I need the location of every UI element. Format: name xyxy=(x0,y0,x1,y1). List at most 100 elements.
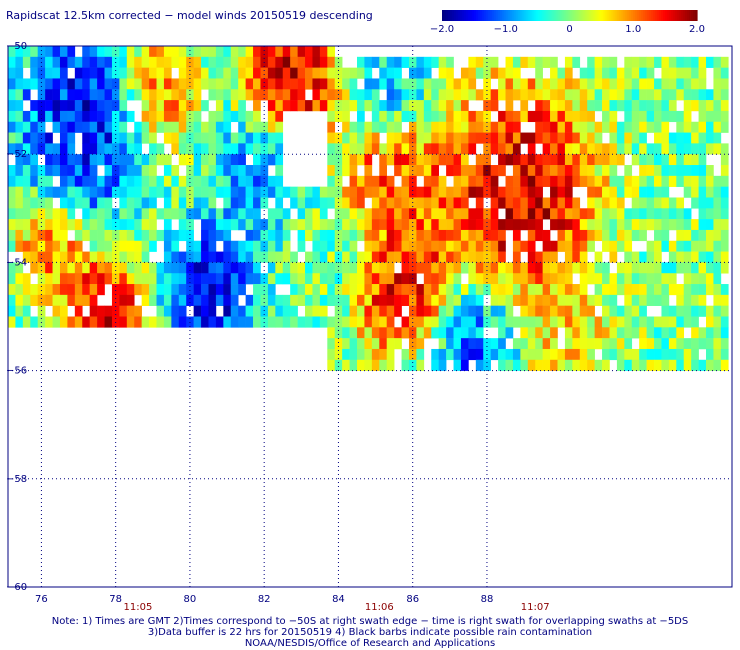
heatmap-cell xyxy=(111,143,120,155)
heatmap-cell xyxy=(624,251,633,263)
heatmap-cell xyxy=(691,175,699,187)
heatmap-cell xyxy=(483,78,491,90)
heatmap-cell xyxy=(631,186,640,198)
heatmap-cell xyxy=(52,251,61,263)
heatmap-cell xyxy=(460,338,469,350)
heatmap-cell xyxy=(371,359,380,371)
heatmap-cell xyxy=(535,338,543,350)
colorbar-segment xyxy=(589,10,593,21)
heatmap-cell xyxy=(646,348,655,361)
heatmap-cell xyxy=(223,46,232,58)
heatmap-cell xyxy=(349,175,358,187)
heatmap-cell xyxy=(654,273,662,285)
heatmap-cell xyxy=(193,110,202,123)
heatmap-cell xyxy=(45,110,53,123)
heatmap-cell xyxy=(134,121,142,133)
heatmap-cell xyxy=(475,175,484,187)
heatmap-cell xyxy=(230,305,239,317)
heatmap-cell xyxy=(512,89,521,101)
heatmap-cell xyxy=(89,89,98,101)
heatmap-cell xyxy=(245,305,254,317)
heatmap-cell xyxy=(193,251,202,263)
heatmap-cell xyxy=(104,165,113,177)
heatmap-cell xyxy=(297,186,306,198)
heatmap-cell xyxy=(639,110,647,123)
heatmap-cell xyxy=(431,284,439,296)
heatmap-cell xyxy=(557,197,566,209)
heatmap-cell xyxy=(186,208,194,220)
heatmap-cell xyxy=(334,251,343,263)
heatmap-cell xyxy=(163,56,172,68)
heatmap-cell xyxy=(163,219,172,231)
heatmap-cell xyxy=(550,89,558,101)
heatmap-cell xyxy=(178,89,187,101)
heatmap-cell xyxy=(453,219,462,231)
heatmap-cell xyxy=(215,154,224,166)
heatmap-cell xyxy=(564,359,573,371)
heatmap-cell xyxy=(564,348,573,361)
heatmap-cell xyxy=(238,175,246,187)
heatmap-cell xyxy=(312,294,321,306)
heatmap-cell xyxy=(691,229,699,242)
heatmap-cell xyxy=(624,67,633,79)
heatmap-cell xyxy=(357,251,365,263)
heatmap-cell xyxy=(706,132,714,144)
heatmap-cell xyxy=(97,67,105,79)
heatmap-cell xyxy=(149,294,157,306)
heatmap-cell xyxy=(579,262,588,274)
heatmap-cell xyxy=(646,251,655,263)
heatmap-cell xyxy=(683,348,692,361)
heatmap-cell xyxy=(520,175,529,187)
heatmap-cell xyxy=(178,56,187,68)
heatmap-cell xyxy=(431,348,439,361)
heatmap-cell xyxy=(631,100,640,112)
heatmap-cell xyxy=(59,219,68,231)
heatmap-cell xyxy=(720,316,729,328)
heatmap-cell xyxy=(564,56,573,68)
heatmap-cell xyxy=(616,67,625,79)
heatmap-cell xyxy=(550,175,558,187)
heatmap-cell xyxy=(394,121,402,133)
heatmap-cell xyxy=(134,186,142,198)
heatmap-cell xyxy=(305,262,313,274)
heatmap-cell xyxy=(305,186,313,198)
heatmap-cell xyxy=(45,100,53,112)
heatmap-cell xyxy=(119,165,128,177)
heatmap-cell xyxy=(460,143,469,155)
heatmap-cell xyxy=(616,262,625,274)
heatmap-cell xyxy=(654,100,662,112)
heatmap-cell xyxy=(609,121,618,133)
heatmap-cell xyxy=(475,186,484,198)
heatmap-cell xyxy=(89,132,98,144)
heatmap-cell xyxy=(527,143,536,155)
heatmap-cell xyxy=(163,208,172,220)
heatmap-cell xyxy=(587,132,595,144)
heatmap-cell xyxy=(401,186,410,198)
heatmap-cell xyxy=(215,78,224,90)
heatmap-cell xyxy=(59,78,68,90)
heatmap-cell xyxy=(527,132,536,144)
heatmap-cell xyxy=(720,110,729,123)
heatmap-cell xyxy=(15,67,24,79)
heatmap-cell xyxy=(609,229,618,242)
heatmap-cell xyxy=(193,240,202,252)
heatmap-cell xyxy=(505,121,514,133)
heatmap-cell xyxy=(15,219,24,231)
colorbar-segment xyxy=(449,10,453,21)
heatmap-cell xyxy=(230,67,239,79)
heatmap-cell xyxy=(639,338,647,350)
heatmap-cell xyxy=(416,89,425,101)
heatmap-cell xyxy=(713,121,722,133)
heatmap-cell xyxy=(253,262,261,274)
colorbar-segment xyxy=(443,10,447,21)
heatmap-cell xyxy=(423,219,432,231)
heatmap-cell xyxy=(327,143,336,155)
heatmap-cell xyxy=(349,186,358,198)
heatmap-cell xyxy=(357,327,365,339)
heatmap-cell xyxy=(720,143,729,155)
heatmap-cell xyxy=(275,219,284,231)
heatmap-cell xyxy=(594,229,603,242)
heatmap-cell xyxy=(379,165,388,177)
heatmap-cell xyxy=(312,100,321,112)
colorbar-segment xyxy=(663,10,666,21)
